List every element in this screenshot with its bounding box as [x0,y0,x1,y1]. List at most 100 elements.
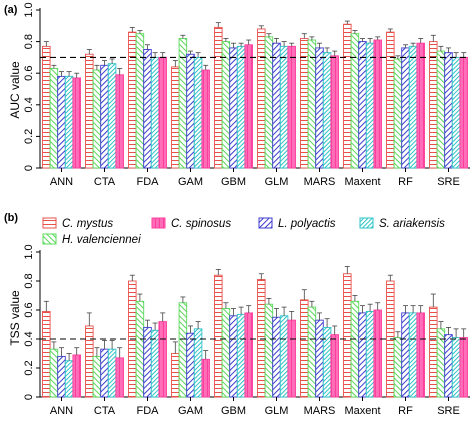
panel-a-ylabel: AUC value [8,61,22,119]
panel-a-bar-glm-l-polyactis [272,42,281,169]
panel-b-bar-rf-c-spinosus [416,312,425,398]
panel-a-bar-sre-c-mystus [429,41,438,169]
panel-b-bar-glm-c-spinosus [287,319,296,398]
panel-b-ytick-label: 0.6 [23,302,35,317]
panel-a-bar-rf-s-ariakensis [408,45,418,169]
panel-a-bar-maxent-c-mystus [343,23,352,169]
panel-b-bar-gbm-c-spinosus [244,312,253,398]
panel-b-ytick-label: 0.2 [23,360,35,375]
panel-a-bar-rf-c-spinosus [416,42,425,169]
panel-a-bar-maxent-l-polyactis [358,41,367,169]
panel-a-xtick-label-cta: CTA [94,176,116,188]
panel-b-xtick-label-maxent: Maxent [344,405,380,417]
panel-b-bar-fda-s-ariakensis [150,329,160,398]
panel-b-bar-ann-h-valenciennei [49,348,59,398]
panel-a-bar-cta-h-valenciennei [92,69,102,169]
panel-a-xtick-label-mars: MARS [304,176,336,188]
panel-a-xtick-label-gam: GAM [178,176,203,188]
panel-a-ytick-label: 1.0 [23,2,35,17]
panel-a-bar-gbm-l-polyactis [229,47,238,169]
panel-b-bar-gbm-l-polyactis [229,315,238,398]
panel-b-ylabel: TSS value [8,290,22,346]
panel-b-bar-mars-l-polyactis [315,319,324,398]
legend-swatch-s-ariakensis [359,217,374,229]
panel-b-bar-mars-c-spinosus [330,334,339,398]
panel-a-xtick-label-sre: SRE [437,176,460,188]
panel-a-bar-gbm-h-valenciennei [221,41,231,169]
panel-a-bar-sre-l-polyactis [444,52,453,169]
panel-b-bar-sre-l-polyactis [444,334,453,398]
panel-b-bar-maxent-h-valenciennei [350,300,360,398]
panel-b-bar-ann-c-spinosus [72,354,81,398]
panel-a-bar-glm-c-spinosus [287,45,296,169]
panel-b-bar-cta-s-ariakensis [107,348,117,398]
legend-entry-h-valenciennei: H. valenciennei [42,233,141,246]
panel-b-bar-gam-h-valenciennei [178,302,188,398]
legend-label-l-polyactis: L. polyactis [278,218,336,230]
panel-b-bar-ann-c-mystus [42,311,51,398]
panel-b-xtick-label-gam: GAM [178,405,203,417]
legend-swatch-c-mystus [42,217,57,229]
panel-a-bar-gam-l-polyactis [186,53,195,169]
panel-b-bar-cta-c-spinosus [115,357,124,398]
panel-a-bar-gam-c-mystus [171,66,180,169]
panel-b-bar-glm-l-polyactis [272,316,281,398]
panel-b-bar-maxent-c-mystus [343,273,352,398]
panel-label-b: (b) [4,212,18,224]
panel-b-bar-mars-c-mystus [300,299,309,398]
panel-b-xtick-label-fda: FDA [137,405,160,417]
legend-swatch-l-polyactis [258,217,273,229]
panel-b-bar-glm-s-ariakensis [279,315,289,398]
panel-a-bar-mars-l-polyactis [315,47,324,169]
legend: C. mystus C. spinosus L. polyactis S. ar… [42,217,445,246]
panel-b-bar-gbm-s-ariakensis [236,313,246,398]
panel-b-bar-cta-h-valenciennei [92,355,102,398]
panel-a-ytick-label: 0.6 [23,66,35,81]
panel-b-bar-glm-c-mystus [257,279,266,398]
panel-a-bar-cta-l-polyactis [100,64,109,169]
panel-a-bar-fda-c-mystus [128,31,137,169]
panel-a-bar-ann-l-polyactis [57,75,66,169]
panel-a-bar-fda-s-ariakensis [150,56,160,169]
panel-a-xtick-label-rf: RF [398,176,413,188]
panel-a-bar-glm-s-ariakensis [279,45,289,169]
legend-label-c-spinosus: C. spinosus [171,218,231,230]
legend-entry-l-polyactis: L. polyactis [258,217,336,230]
panel-b-bar-fda-c-spinosus [158,321,167,398]
panel-a-xtick-label-glm: GLM [265,176,289,188]
panel-b-bar-gam-c-spinosus [201,358,210,398]
panel-b-xtick-label-mars: MARS [304,405,336,417]
panel-a-xtick-label-fda: FDA [137,176,160,188]
panel-a-bar-maxent-s-ariakensis [365,42,375,169]
panel-b-bar-mars-s-ariakensis [322,326,332,398]
legend-label-s-ariakensis: S. ariakensis [379,218,445,230]
panel-b-bar-maxent-s-ariakensis [365,311,375,398]
panel-b-xtick-label-rf: RF [398,405,413,417]
panel-a-bar-fda-h-valenciennei [135,33,145,169]
panel-b-bar-rf-s-ariakensis [408,312,418,398]
legend-entry-c-mystus: C. mystus [42,217,113,230]
panel-b-bar-ann-l-polyactis [57,355,66,398]
panel-b-bar-gam-c-mystus [171,353,180,398]
panel-a-ytick-label: 0.2 [23,129,35,144]
panel-b-bar-fda-l-polyactis [143,326,152,398]
panel-a-bar-gbm-c-spinosus [244,44,253,169]
panel-b-bar-glm-h-valenciennei [264,303,274,398]
panel-a-bar-rf-c-mystus [386,31,395,169]
panel-b-bar-gbm-c-mystus [214,274,223,398]
legend-label-h-valenciennei: H. valenciennei [62,234,141,246]
panel-a-bar-glm-h-valenciennei [264,36,274,169]
panel-a-bar-glm-c-mystus [257,28,266,169]
panel-a-bar-gbm-s-ariakensis [236,45,246,169]
panel-b-ytick-label: 0 [23,394,35,400]
panel-a-bar-gbm-c-mystus [214,26,223,169]
panel-a-bar-mars-c-spinosus [330,55,339,169]
panel-a-ytick-label: 0.4 [23,97,35,112]
panel-b-bar-cta-l-polyactis [100,348,109,398]
panel-a-xtick-label-ann: ANN [50,176,73,188]
panel-b-ytick-label: 1.0 [23,244,35,259]
legend-entry-c-spinosus: C. spinosus [151,217,231,230]
panel-b-bar-maxent-l-polyactis [358,312,367,398]
panel-b-xtick-label-gbm: GBM [221,405,246,417]
panel-b-xtick-label-sre: SRE [437,405,460,417]
